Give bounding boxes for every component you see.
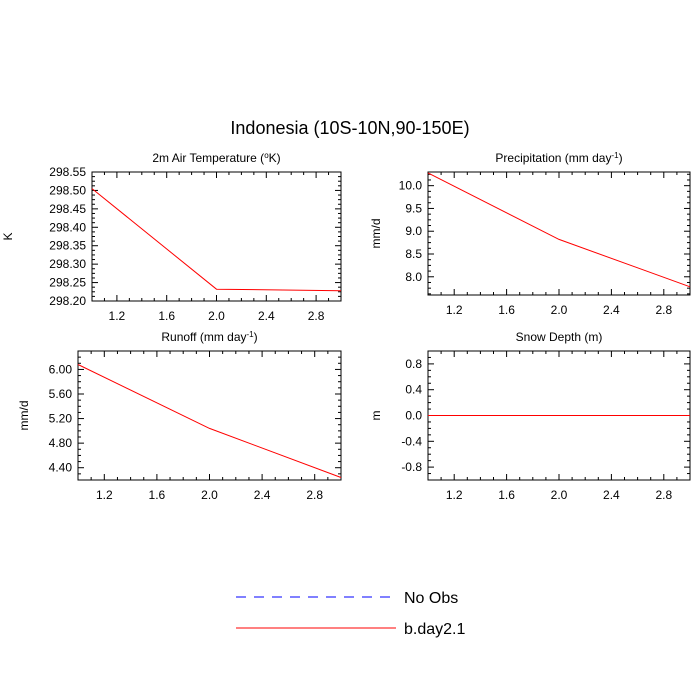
y-tick-label: -0.8 — [401, 460, 422, 474]
x-tick-label: 1.6 — [149, 488, 166, 502]
panel-title-tail: ) — [254, 330, 258, 344]
y-tick-label: 298.30 — [49, 257, 86, 271]
series-line — [77, 364, 342, 478]
y-tick-label: 4.80 — [49, 436, 73, 450]
y-tick-label: 298.45 — [49, 202, 86, 216]
y-tick-label: 298.35 — [49, 239, 86, 253]
y-tick-label: 298.50 — [49, 183, 86, 197]
x-tick-label: 2.8 — [655, 488, 672, 502]
x-tick-label: 2.4 — [258, 309, 275, 323]
x-tick-label: 2.0 — [551, 303, 568, 317]
y-axis-label: mm/d — [17, 401, 31, 431]
figure-title: Indonesia (10S-10N,90-150E) — [230, 118, 469, 138]
x-tick-label: 2.8 — [308, 309, 325, 323]
y-tick-label: 5.20 — [49, 412, 73, 426]
panel-title-tail: K) — [269, 151, 281, 165]
panel-title: Snow Depth (m) — [516, 330, 603, 344]
panel-4: Snow Depth (m) 1.2 1.6 2.0 2.4 2.8 -0.8 -0.4 0.0… — [369, 330, 691, 502]
x-tick-label: 2.0 — [551, 488, 568, 502]
panel-title: Runoff (mm day-1) — [161, 330, 257, 344]
y-tick-label: 5.60 — [49, 387, 73, 401]
y-tick-label: 298.40 — [49, 220, 86, 234]
x-tick-label: 1.2 — [446, 488, 463, 502]
x-tick-label: 2.0 — [208, 309, 225, 323]
panel-title-text: Runoff (mm day — [161, 330, 246, 344]
panel-title-text: Snow Depth (m) — [516, 330, 603, 344]
x-tick-label: 1.6 — [498, 488, 515, 502]
panel-title: Precipitation (mm day-1) — [495, 151, 622, 165]
y-axis-label: m — [369, 411, 383, 421]
y-tick-label: 9.0 — [405, 224, 422, 238]
x-tick-label: 1.2 — [96, 488, 113, 502]
series-line — [91, 188, 342, 292]
x-tick-label: 2.4 — [603, 303, 620, 317]
y-tick-label: 10.0 — [399, 179, 423, 193]
series-line — [427, 172, 691, 288]
panel-1: 2m Air Temperature (oK) 1.2 1.6 2.0 2.4 2.8 29… — [1, 151, 342, 323]
y-tick-label: -0.4 — [401, 434, 422, 448]
x-tick-label: 2.0 — [201, 488, 218, 502]
y-axis-label: K — [1, 232, 15, 240]
x-tick-label: 1.2 — [446, 303, 463, 317]
legend: No Obs b.day2.1 — [236, 590, 465, 638]
x-tick-label: 2.4 — [254, 488, 271, 502]
y-tick-label: 298.20 — [49, 294, 86, 308]
y-tick-label: 8.0 — [405, 270, 422, 284]
y-tick-label: 298.55 — [49, 165, 86, 179]
y-axis-label: mm/d — [369, 219, 383, 249]
panel-title-superscript: o — [264, 151, 269, 160]
panel-title-superscript: -1 — [247, 330, 255, 339]
y-tick-label: 0.0 — [405, 409, 422, 423]
panel-3: Runoff (mm day-1) 1.2 1.6 2.0 2.4 2.8 4.40 4.80… — [17, 330, 342, 502]
plot-frame — [91, 171, 342, 302]
plot-frame — [427, 171, 691, 296]
x-tick-label: 1.6 — [498, 303, 515, 317]
plot-frame — [77, 350, 342, 481]
panel-title-tail: ) — [619, 151, 623, 165]
y-tick-label: 9.5 — [405, 201, 422, 215]
legend-label: No Obs — [404, 590, 458, 607]
panel-title-superscript: -1 — [611, 151, 619, 160]
x-tick-label: 2.8 — [655, 303, 672, 317]
x-tick-label: 1.2 — [109, 309, 126, 323]
panel-title-text: 2m Air Temperature ( — [152, 151, 264, 165]
y-tick-label: 4.40 — [49, 461, 73, 475]
panels: 2m Air Temperature (oK)1.2 1.6 2.0 2.4 2.829… — [1, 151, 691, 502]
x-tick-label: 2.8 — [306, 488, 323, 502]
x-tick-label: 1.6 — [158, 309, 175, 323]
y-tick-label: 8.5 — [405, 247, 422, 261]
legend-label: b.day2.1 — [404, 621, 465, 638]
y-tick-label: 6.00 — [49, 362, 73, 376]
panel-title: 2m Air Temperature (oK) — [152, 151, 280, 165]
x-tick-label: 2.4 — [603, 488, 620, 502]
y-tick-label: 298.25 — [49, 276, 86, 290]
y-tick-label: 0.4 — [405, 383, 422, 397]
panel-title-text: Precipitation (mm day — [495, 151, 611, 165]
y-tick-label: 0.8 — [405, 357, 422, 371]
panel-2: Precipitation (mm day-1) 1.2 1.6 2.0 2.4 2.8 8… — [369, 151, 691, 317]
